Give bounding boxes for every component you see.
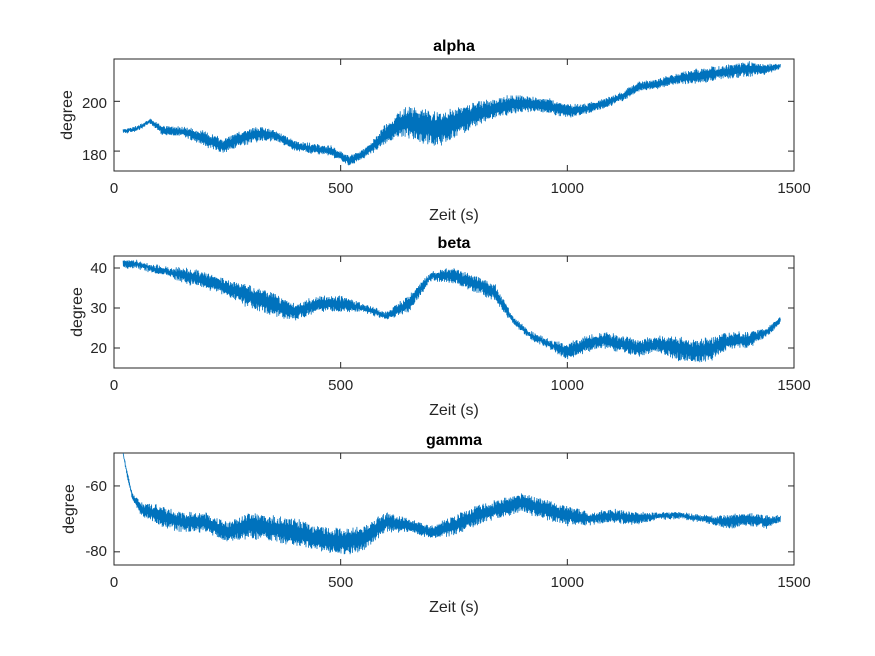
x-tick-label: 500: [328, 574, 353, 591]
plot-area: [122, 453, 781, 555]
y-tick-label: -80: [85, 543, 107, 560]
chart-title: alpha: [433, 38, 475, 55]
y-tick-label: 30: [90, 300, 107, 317]
x-ticks: 0 500 1000 1500: [110, 377, 811, 394]
chart-title: gamma: [426, 432, 482, 449]
y-ticks: 180 200: [82, 95, 107, 164]
x-tick-label: 1000: [551, 180, 584, 197]
y-tick-label: 180: [82, 147, 107, 164]
y-tick-label: 200: [82, 95, 107, 112]
y-tick-label: -60: [85, 478, 107, 495]
subplot-alpha: alpha Zeit (s) degree 0 500 1000 1500 18…: [59, 38, 811, 224]
x-tick-label: 1500: [777, 574, 810, 591]
x-axis-label: Zeit (s): [429, 402, 479, 419]
y-axis-label: degree: [69, 287, 86, 337]
x-tick-label: 1500: [777, 377, 810, 394]
subplot-gamma: gamma Zeit (s) degree 0 500 1000 1500 -6…: [61, 432, 811, 616]
x-ticks: 0 500 1000 1500: [110, 574, 811, 591]
x-tick-label: 1500: [777, 180, 810, 197]
x-tick-label: 0: [110, 377, 118, 394]
x-tick-label: 500: [328, 180, 353, 197]
y-ticks: -60 -80: [85, 478, 107, 560]
y-ticks: 20 30 40: [90, 260, 107, 357]
x-tick-label: 1000: [551, 574, 584, 591]
x-tick-label: 500: [328, 377, 353, 394]
plot-area: [122, 61, 781, 166]
x-axis-label: Zeit (s): [429, 599, 479, 616]
y-tick-label: 40: [90, 260, 107, 277]
x-ticks: 0 500 1000 1500: [110, 180, 811, 197]
x-tick-label: 1000: [551, 377, 584, 394]
axes-box: [113, 452, 795, 566]
series-line: [122, 61, 781, 166]
y-axis-label: degree: [61, 484, 78, 534]
x-tick-label: 0: [110, 180, 118, 197]
y-axis-label: degree: [59, 90, 76, 140]
plot-area: [122, 259, 781, 363]
y-tick-label: 20: [90, 340, 107, 357]
series-line: [122, 259, 781, 363]
subplot-beta: beta Zeit (s) degree 0 500 1000 1500 20 …: [69, 235, 811, 419]
x-axis-label: Zeit (s): [429, 207, 479, 224]
chart-title: beta: [438, 235, 471, 252]
x-tick-label: 0: [110, 574, 118, 591]
series-line: [122, 453, 781, 555]
